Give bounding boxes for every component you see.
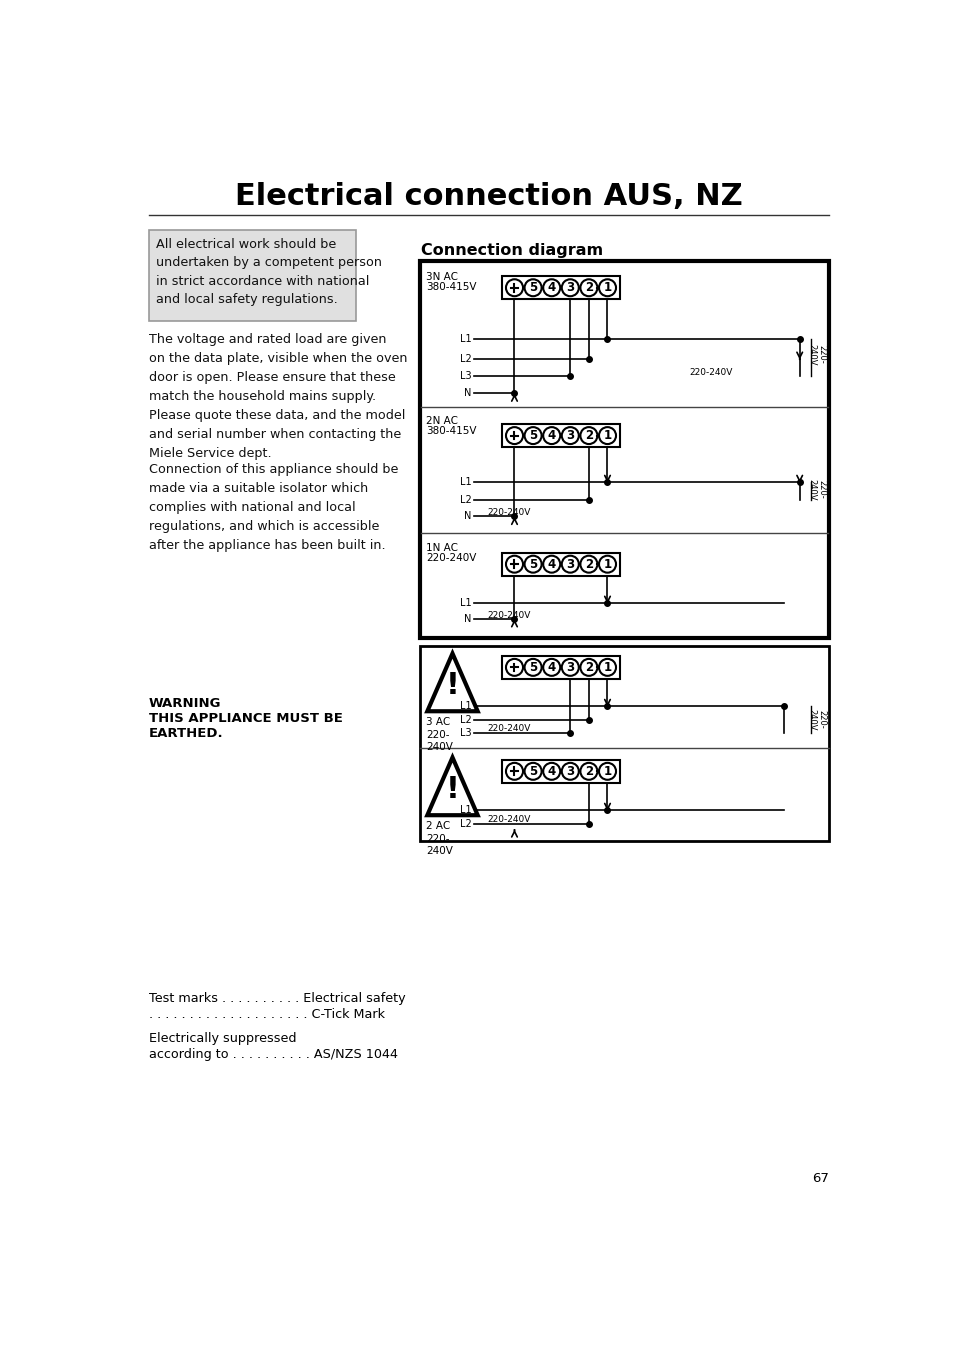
- Text: L1: L1: [459, 700, 472, 711]
- Text: Connection diagram: Connection diagram: [421, 243, 603, 258]
- Text: 4: 4: [547, 557, 556, 571]
- Text: 3: 3: [566, 557, 574, 571]
- Text: L2: L2: [459, 495, 472, 504]
- Text: 1: 1: [603, 661, 611, 673]
- Text: 3N AC: 3N AC: [426, 272, 457, 283]
- Text: !: !: [445, 671, 459, 700]
- Text: N: N: [464, 511, 472, 522]
- Text: 220-
240V: 220- 240V: [806, 479, 825, 500]
- Text: L1: L1: [459, 598, 472, 607]
- Bar: [501, 276, 619, 299]
- Text: 2N AC: 2N AC: [426, 416, 457, 426]
- Bar: [501, 553, 619, 576]
- Text: L2: L2: [459, 354, 472, 364]
- Text: N: N: [464, 388, 472, 399]
- Text: 2: 2: [584, 661, 593, 673]
- Text: . . . . . . . . . . . . . . . . . . . . C-Tick Mark: . . . . . . . . . . . . . . . . . . . . …: [149, 1007, 384, 1021]
- Text: All electrical work should be
undertaken by a competent person
in strict accorda: All electrical work should be undertaken…: [156, 238, 382, 306]
- Text: 220-
240V: 220- 240V: [806, 343, 825, 365]
- Text: L2: L2: [459, 715, 472, 725]
- Text: 67: 67: [811, 1172, 828, 1186]
- Bar: [501, 425, 619, 448]
- Text: 220-240V: 220-240V: [688, 368, 732, 377]
- Text: 4: 4: [547, 661, 556, 673]
- Text: 220-240V: 220-240V: [487, 611, 530, 619]
- Text: L2: L2: [459, 819, 472, 829]
- Text: 4: 4: [547, 429, 556, 442]
- Text: 2: 2: [584, 281, 593, 295]
- Text: N: N: [464, 614, 472, 623]
- Polygon shape: [427, 653, 477, 711]
- FancyBboxPatch shape: [149, 230, 356, 320]
- Text: 3: 3: [566, 281, 574, 295]
- Text: 220-240V: 220-240V: [426, 553, 476, 564]
- Text: 1: 1: [603, 765, 611, 777]
- Text: Test marks . . . . . . . . . . Electrical safety: Test marks . . . . . . . . . . Electrica…: [149, 992, 405, 1006]
- Text: L3: L3: [459, 727, 472, 738]
- Text: L3: L3: [459, 372, 472, 381]
- Polygon shape: [427, 757, 477, 815]
- Text: WARNING: WARNING: [149, 698, 221, 710]
- Text: Electrically suppressed: Electrically suppressed: [149, 1033, 295, 1045]
- Text: 2: 2: [584, 429, 593, 442]
- Text: 220-240V: 220-240V: [487, 815, 530, 825]
- Bar: [419, 646, 828, 841]
- Bar: [419, 261, 828, 638]
- Text: 2 AC
220-
240V: 2 AC 220- 240V: [426, 822, 453, 856]
- Text: 4: 4: [547, 281, 556, 295]
- Text: 1N AC: 1N AC: [426, 544, 457, 553]
- Text: 1: 1: [603, 429, 611, 442]
- Text: 5: 5: [528, 765, 537, 777]
- Text: 3 AC
220-
240V: 3 AC 220- 240V: [426, 718, 453, 752]
- Text: 3: 3: [566, 765, 574, 777]
- Text: 3: 3: [566, 661, 574, 673]
- Text: L1: L1: [459, 334, 472, 345]
- Text: The voltage and rated load are given
on the data plate, visible when the oven
do: The voltage and rated load are given on …: [149, 333, 407, 460]
- Text: 5: 5: [528, 557, 537, 571]
- Text: 380-415V: 380-415V: [426, 283, 476, 292]
- Bar: [501, 760, 619, 783]
- Text: 5: 5: [528, 429, 537, 442]
- Text: 220-
240V: 220- 240V: [806, 708, 825, 730]
- Text: 220-240V: 220-240V: [487, 725, 530, 733]
- Text: Electrical connection AUS, NZ: Electrical connection AUS, NZ: [234, 183, 742, 211]
- Text: L1: L1: [459, 804, 472, 815]
- Text: Connection of this appliance should be
made via a suitable isolator which
compli: Connection of this appliance should be m…: [149, 462, 397, 552]
- Text: THIS APPLIANCE MUST BE: THIS APPLIANCE MUST BE: [149, 713, 342, 725]
- Bar: [501, 656, 619, 679]
- Text: 2: 2: [584, 557, 593, 571]
- Text: 4: 4: [547, 765, 556, 777]
- Text: !: !: [445, 775, 459, 803]
- Text: EARTHED.: EARTHED.: [149, 726, 223, 740]
- Text: 1: 1: [603, 557, 611, 571]
- Text: 380-415V: 380-415V: [426, 426, 476, 437]
- Text: L1: L1: [459, 477, 472, 487]
- Text: 5: 5: [528, 281, 537, 295]
- Text: according to . . . . . . . . . . AS/NZS 1044: according to . . . . . . . . . . AS/NZS …: [149, 1048, 397, 1061]
- Text: 3: 3: [566, 429, 574, 442]
- Text: 1: 1: [603, 281, 611, 295]
- Text: 5: 5: [528, 661, 537, 673]
- Text: 220-240V: 220-240V: [487, 508, 530, 516]
- Text: 2: 2: [584, 765, 593, 777]
